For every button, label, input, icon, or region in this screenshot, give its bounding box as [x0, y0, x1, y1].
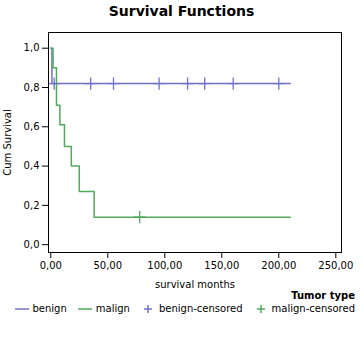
- html-text:benign-censored: benign-censored: [158, 303, 243, 314]
- html-text:benign: benign: [32, 303, 67, 314]
- svg-text:survival months: survival months: [155, 279, 235, 290]
- svg-text:150,00: 150,00: [204, 260, 239, 271]
- svg-text:100,00: 100,00: [147, 260, 182, 271]
- svg-text:0,2: 0,2: [24, 200, 40, 211]
- svg-text:50,00: 50,00: [93, 260, 122, 271]
- svg-text:1,0: 1,0: [24, 42, 40, 53]
- html-text:Tumor type: Tumor type: [291, 290, 355, 301]
- svg-text:0,0: 0,0: [24, 239, 40, 250]
- svg-text:0,8: 0,8: [24, 82, 40, 93]
- svg-text:Cum Survival: Cum Survival: [2, 109, 13, 176]
- html-text:Survival Functions: Survival Functions: [108, 3, 255, 19]
- svg-text:250,00: 250,00: [318, 260, 353, 271]
- svg-text:200,00: 200,00: [261, 260, 296, 271]
- svg-text:0,00: 0,00: [40, 260, 62, 271]
- html-text:malign-censored: malign-censored: [271, 303, 355, 314]
- svg-text:0,4: 0,4: [24, 160, 40, 171]
- html-text:malign: malign: [95, 303, 130, 314]
- svg-text:0,6: 0,6: [24, 121, 40, 132]
